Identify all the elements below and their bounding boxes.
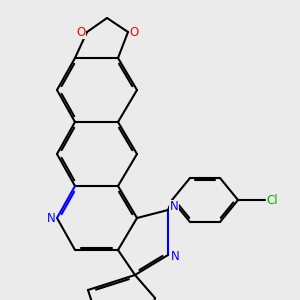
Text: O: O [76,26,86,38]
Text: N: N [169,200,178,214]
Text: O: O [130,26,139,38]
Text: Cl: Cl [266,194,278,206]
Text: N: N [47,212,56,224]
Text: N: N [170,250,179,263]
